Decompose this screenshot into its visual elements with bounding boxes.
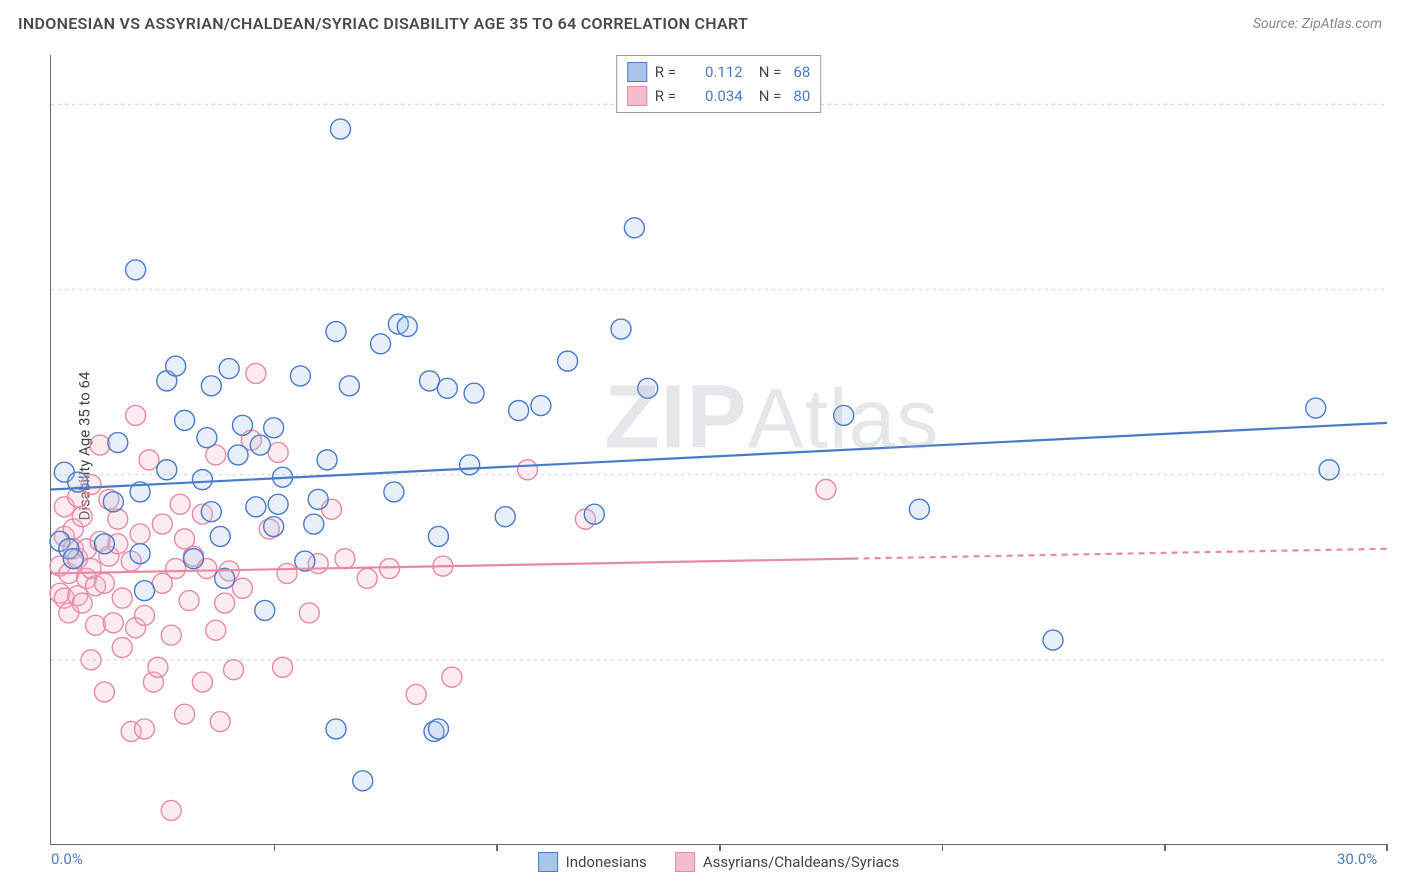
- x-tick-label: 30.0%: [1337, 850, 1377, 868]
- r-value-series1: 0.112: [693, 63, 743, 81]
- legend-correlation: R = 0.112 N = 68 R = 0.034 N = 80: [616, 55, 822, 113]
- r-label: R =: [655, 87, 685, 105]
- x-tick-mark: [496, 844, 498, 851]
- n-label: N =: [759, 63, 782, 81]
- y-tick-label: 30.0%: [1391, 95, 1406, 113]
- chart-plot-area: ZIPAtlas R = 0.112 N = 68 R = 0.034 N = …: [50, 55, 1386, 845]
- swatch-series1: [627, 62, 647, 82]
- x-tick-mark: [942, 844, 944, 851]
- chart-svg: [51, 55, 1386, 844]
- legend-row-series1: R = 0.112 N = 68: [627, 60, 811, 84]
- series1-name: Indonesians: [566, 853, 647, 871]
- legend-row-series2: R = 0.034 N = 80: [627, 84, 811, 108]
- chart-title: INDONESIAN VS ASSYRIAN/CHALDEAN/SYRIAC D…: [18, 14, 748, 33]
- legend-series: Indonesians Assyrians/Chaldeans/Syriacs: [538, 852, 900, 872]
- swatch-series2: [627, 86, 647, 106]
- y-tick-label: 22.5%: [1391, 281, 1406, 299]
- x-tick-mark: [274, 844, 276, 851]
- swatch-series2: [675, 852, 695, 872]
- n-value-series1: 68: [793, 63, 810, 81]
- x-tick-mark: [1386, 844, 1388, 851]
- y-tick-label: 7.5%: [1391, 651, 1406, 669]
- y-tick-label: 15.0%: [1391, 466, 1406, 484]
- legend-item-series1: Indonesians: [538, 852, 647, 872]
- r-label: R =: [655, 63, 685, 81]
- n-value-series2: 80: [793, 87, 810, 105]
- legend-item-series2: Assyrians/Chaldeans/Syriacs: [675, 852, 900, 872]
- series2-name: Assyrians/Chaldeans/Syriacs: [703, 853, 900, 871]
- n-label: N =: [759, 87, 782, 105]
- r-value-series2: 0.034: [693, 87, 743, 105]
- x-tick-mark: [1164, 844, 1166, 851]
- x-tick-label: 0.0%: [51, 850, 83, 868]
- swatch-series1: [538, 852, 558, 872]
- x-tick-mark: [719, 844, 721, 851]
- source-attribution: Source: ZipAtlas.com: [1253, 16, 1382, 32]
